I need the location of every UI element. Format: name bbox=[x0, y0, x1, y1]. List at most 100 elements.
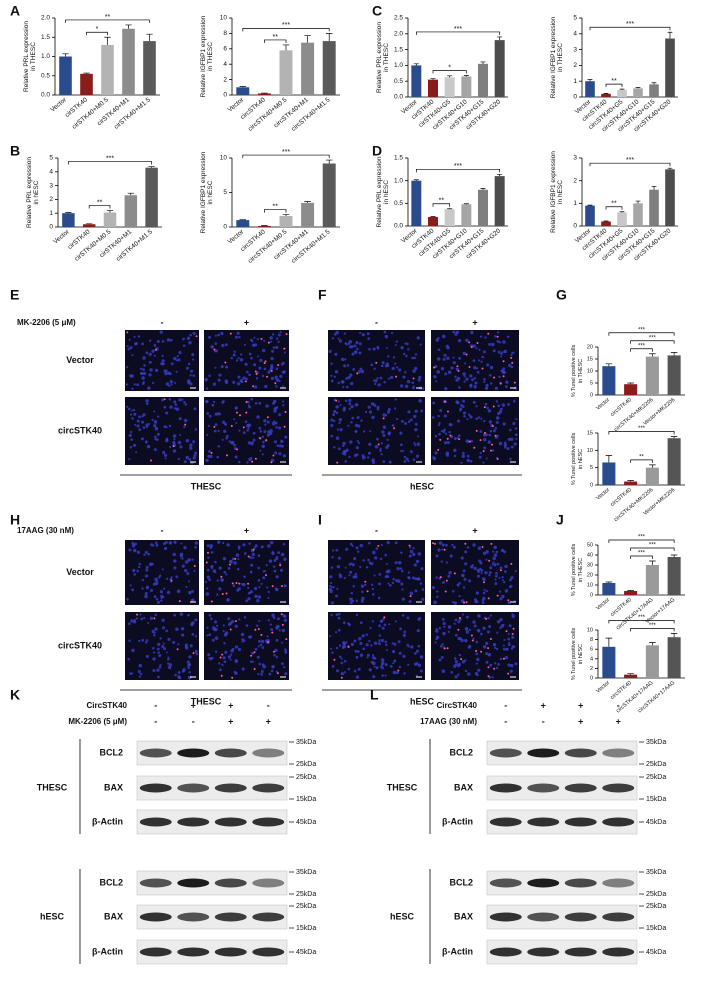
nucleus bbox=[222, 624, 225, 627]
nucleus bbox=[461, 660, 466, 664]
nucleus bbox=[409, 450, 413, 454]
y-tick-label: 0.5 bbox=[41, 72, 50, 79]
nucleus bbox=[274, 377, 278, 380]
nucleus bbox=[417, 435, 420, 438]
nucleus bbox=[387, 377, 390, 380]
nucleus bbox=[283, 614, 287, 619]
bar bbox=[257, 225, 271, 227]
nucleus bbox=[372, 403, 376, 407]
nucleus bbox=[126, 345, 129, 348]
nucleus bbox=[385, 362, 389, 366]
nucleus bbox=[348, 574, 351, 577]
nucleus bbox=[496, 562, 500, 566]
nucleus bbox=[183, 425, 186, 428]
protein-label: BCL2 bbox=[99, 747, 123, 757]
nucleus bbox=[464, 562, 468, 566]
nucleus bbox=[361, 590, 364, 594]
nucleus bbox=[130, 438, 134, 442]
nucleus bbox=[238, 460, 241, 464]
nucleus bbox=[261, 646, 265, 649]
tunel-signal bbox=[449, 434, 452, 437]
nucleus bbox=[333, 419, 336, 423]
nucleus bbox=[146, 444, 151, 449]
nucleus bbox=[275, 575, 279, 579]
y-tick-label: 5 bbox=[590, 465, 593, 471]
nucleus bbox=[338, 339, 343, 343]
nucleus bbox=[187, 362, 191, 366]
nucleus bbox=[275, 656, 279, 659]
nucleus bbox=[149, 616, 154, 621]
nucleus bbox=[384, 640, 387, 644]
tunel-signal bbox=[499, 569, 502, 572]
nucleus bbox=[330, 613, 333, 617]
nucleus bbox=[192, 621, 195, 624]
nucleus bbox=[441, 548, 444, 551]
nucleus bbox=[261, 453, 264, 456]
error-bar bbox=[104, 36, 111, 45]
nucleus bbox=[385, 649, 388, 652]
nucleus bbox=[137, 670, 141, 674]
nucleus bbox=[169, 445, 172, 449]
nucleus bbox=[139, 371, 143, 375]
nucleus bbox=[329, 584, 332, 587]
tunel-signal bbox=[153, 617, 156, 620]
nucleus bbox=[367, 337, 370, 340]
nucleus bbox=[127, 347, 131, 351]
nucleus bbox=[434, 365, 438, 368]
y-axis-label: in THESC bbox=[383, 43, 390, 72]
nucleus bbox=[214, 342, 218, 345]
nucleus bbox=[177, 440, 182, 445]
nucleus bbox=[170, 383, 173, 386]
significance-bracket bbox=[264, 39, 287, 43]
nucleus bbox=[387, 432, 391, 436]
nucleus bbox=[373, 367, 376, 371]
significance-bracket bbox=[242, 28, 330, 32]
nucleus bbox=[134, 423, 137, 426]
nucleus bbox=[462, 569, 466, 573]
nucleus bbox=[330, 582, 333, 585]
nucleus bbox=[461, 405, 465, 408]
nucleus bbox=[176, 354, 179, 358]
nucleus bbox=[258, 619, 261, 623]
nucleus bbox=[278, 444, 282, 448]
bar bbox=[494, 176, 505, 226]
tunel-signal bbox=[210, 451, 213, 454]
tunel-signal bbox=[154, 348, 157, 351]
nucleus bbox=[336, 564, 341, 569]
nucleus bbox=[247, 427, 250, 430]
nucleus bbox=[350, 420, 353, 424]
tunel-signal bbox=[356, 372, 359, 375]
nucleus bbox=[484, 571, 488, 575]
nucleus bbox=[434, 434, 438, 438]
tunel-signal bbox=[272, 454, 275, 457]
y-tick-label: 10 bbox=[587, 582, 593, 588]
nucleus bbox=[359, 641, 363, 646]
nucleus bbox=[126, 405, 129, 408]
nucleus bbox=[459, 408, 462, 412]
nucleus bbox=[456, 583, 459, 586]
tunel-signal bbox=[267, 341, 270, 344]
nucleus bbox=[254, 544, 258, 548]
nucleus bbox=[456, 401, 460, 405]
nucleus bbox=[273, 653, 276, 657]
nucleus bbox=[492, 556, 496, 561]
tunel-signal bbox=[347, 645, 350, 648]
tunel-signal bbox=[443, 647, 446, 650]
error-bar bbox=[649, 642, 656, 646]
nucleus bbox=[497, 663, 500, 666]
nucleus bbox=[217, 540, 221, 544]
nucleus bbox=[360, 599, 364, 603]
tunel-signal bbox=[265, 439, 268, 442]
nucleus bbox=[343, 332, 347, 335]
nucleus bbox=[169, 405, 173, 409]
nucleus bbox=[351, 563, 355, 567]
nucleus bbox=[493, 553, 498, 557]
nucleus bbox=[141, 578, 145, 582]
nucleus bbox=[269, 429, 273, 433]
nucleus bbox=[337, 381, 341, 385]
tunel-signal bbox=[456, 365, 459, 368]
nucleus bbox=[188, 591, 192, 595]
nucleus bbox=[507, 637, 511, 641]
tunel-signal bbox=[464, 542, 467, 545]
nucleus bbox=[260, 670, 264, 673]
